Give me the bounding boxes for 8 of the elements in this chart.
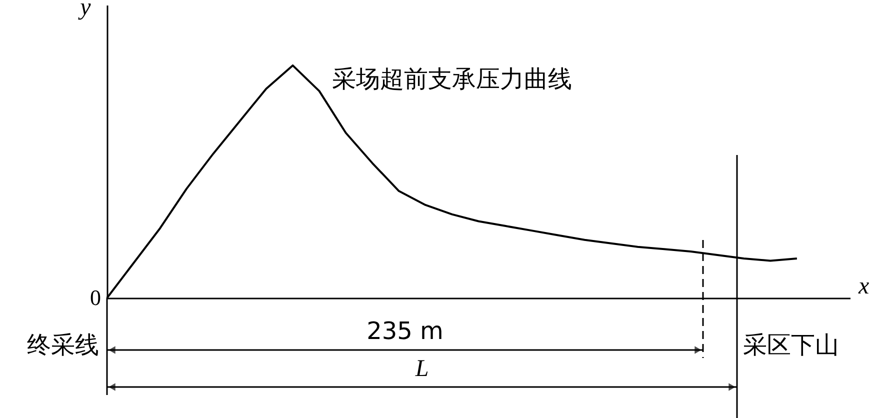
text: 终采线 [27, 331, 99, 359]
text: 235 m [366, 317, 444, 345]
annotation: 0 [90, 285, 101, 310]
x-axis-title: x [858, 274, 870, 300]
annotation: 采场超前支承压力曲线 [332, 65, 572, 93]
text: L [414, 356, 429, 382]
text: 采区下山 [743, 331, 839, 359]
y-axis-title: y [78, 0, 92, 20]
